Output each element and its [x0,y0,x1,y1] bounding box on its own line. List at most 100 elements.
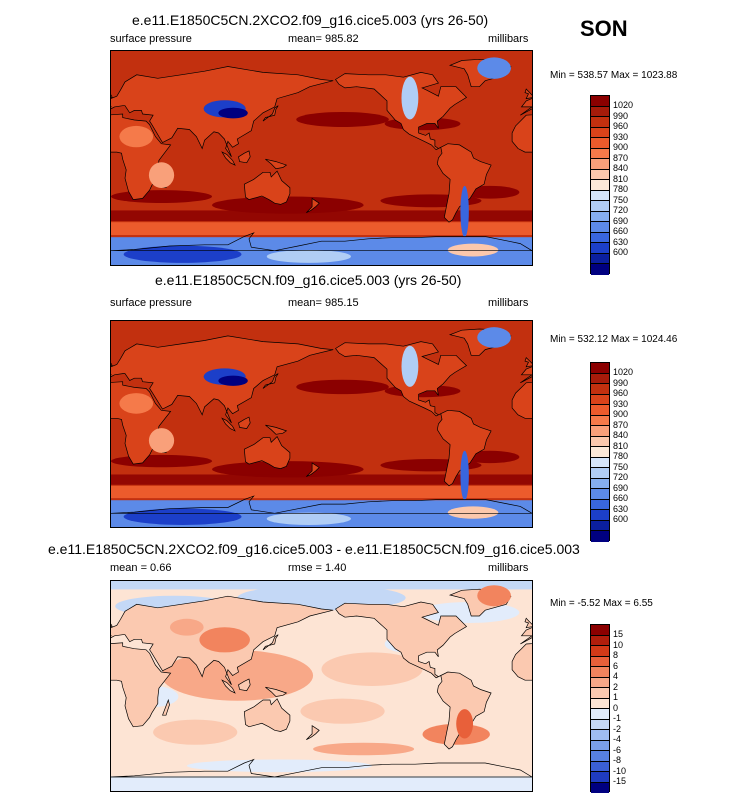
colorbar-swatch [591,499,609,510]
variable-label: surface pressure [110,297,192,309]
orography-feature [119,393,154,414]
orography-feature [460,450,469,501]
high-pressure-cell [111,190,213,203]
antarctic-plateau [123,508,242,525]
anomaly-patch [313,742,415,756]
colorbar-tick-label: -15 [613,776,627,786]
colorbar-tick-label: 870 [613,152,629,163]
anomaly-patch [199,627,250,653]
colorbar-swatch [591,148,609,159]
colorbar-swatch [591,253,609,264]
colorbar-tick-label: -10 [613,765,627,776]
colorbar-swatch [591,677,609,688]
colorbar-tick-label: 930 [613,131,629,142]
colorbar-tick-label: 1020 [613,367,634,377]
coastline-antarctica [111,232,532,252]
colorbar-swatch [591,127,609,138]
colorbar-tick-label: 2 [613,681,619,692]
high-pressure-cell [296,111,389,127]
colorbar-swatch [591,667,609,678]
anomaly-patch [477,585,511,607]
anomaly-patch [321,652,423,686]
colorbar-swatch [591,201,609,212]
colorbar-swatch [591,138,609,149]
colorbar-tick-label: 10 [613,639,624,650]
southern-low-belt [111,222,532,236]
colorbar-tick-label: 810 [613,173,629,184]
mean-label: mean= 985.82 [288,33,359,45]
colorbar-tick-label: 780 [613,184,629,194]
coastline-australia [243,170,291,205]
colorbar-swatch [591,625,609,636]
mean-label: mean = 0.66 [110,562,172,574]
antarctic-band [111,776,532,791]
coastline-samerica [436,143,492,223]
colorbar-tick-label: 600 [613,247,629,257]
colorbar-swatch [591,426,609,437]
map-svg [111,581,532,791]
colorbar-swatch [591,211,609,222]
colorbar-swatch [591,772,609,783]
colorbar-swatch [591,740,609,751]
orography-feature [218,107,248,119]
colorbar-swatch [591,96,609,107]
coastline-antarctica [111,495,532,514]
coastline-africa [111,642,172,728]
min-max-label: Min = -5.52 Max = 6.55 [550,598,653,609]
coastline-australia [243,698,291,732]
colorbar-swatch [591,457,609,468]
coastline-africa [511,382,532,419]
colorbar-swatch [591,478,609,489]
colorbar-tick-label: 8 [613,650,619,660]
colorbar-box [590,624,610,793]
orography-feature [460,185,469,238]
arctic-band [111,581,532,590]
coastline-uk [524,88,532,100]
antarctic-plateau [447,243,499,257]
coastline-japan [262,373,279,389]
high-pressure-cell [212,196,364,214]
units-label: millibars [488,297,529,309]
colorbar-swatch [591,447,609,458]
coastline-uk [111,362,113,367]
colorbar-swatch [591,436,609,447]
map-plot [110,50,533,266]
coastline-nz [306,197,320,214]
colorbar-swatch [591,384,609,395]
coastline-nz [306,725,320,741]
colorbar-swatch [591,363,609,374]
colorbar-swatch [591,415,609,426]
colorbar-swatch [591,688,609,699]
units-label: millibars [488,33,529,45]
colorbar-tick-label: 690 [613,482,629,493]
colorbar-swatch [591,698,609,709]
colorbar-swatch [591,169,609,180]
coastline-uk [111,623,113,628]
coastline-newguinea [265,424,288,435]
panel-title: e.e11.E1850C5CN.2XCO2.f09_g16.cice5.003 … [48,541,580,557]
colorbar-tick-label: 0 [613,702,619,713]
colorbar-swatch [591,468,609,479]
coastline-madagascar [161,698,170,716]
colorbar-tick-label: 660 [613,226,629,236]
colorbar-tick-label: 4 [613,671,619,681]
coastline-australia [243,436,291,469]
colorbar-swatch [591,180,609,191]
high-pressure-cell [212,461,364,478]
colorbar-tick-label: 900 [613,409,629,419]
colorbar-swatch [591,510,609,521]
coastline-nz [306,462,320,477]
antarctic-plateau [266,250,351,263]
colorbar-tick-label: 1 [613,692,619,702]
coastline-eurasia [520,366,532,384]
season-label: SON [580,16,628,41]
map-plot [110,580,533,792]
colorbar-tick-label: 840 [613,430,629,440]
coastline-eurasia [520,98,532,116]
colorbar-tick-label: 990 [613,110,629,121]
mean-label: mean= 985.15 [288,297,359,309]
coastline-antarctica [111,758,532,778]
colorbar-tick-label: 600 [613,514,629,524]
colorbar-tick-label: 750 [613,194,629,205]
colorbar-swatch [591,489,609,500]
